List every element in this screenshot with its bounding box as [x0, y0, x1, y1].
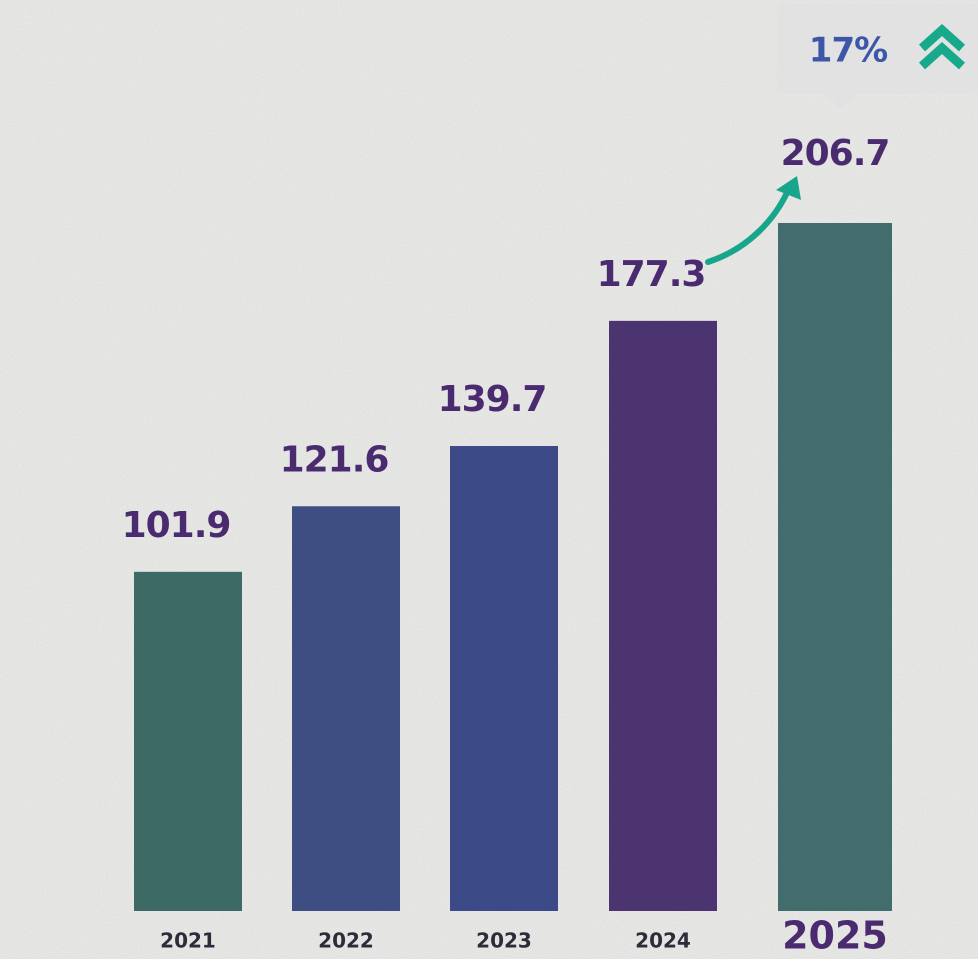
bar — [292, 506, 400, 911]
value-label: 139.7 — [438, 379, 547, 420]
x-tick-label: 2024 — [635, 929, 691, 953]
value-label: 121.6 — [280, 439, 389, 480]
bar — [134, 571, 242, 911]
bar — [450, 446, 558, 911]
up-chevrons — [918, 23, 966, 70]
x-tick-label: 2023 — [476, 929, 532, 953]
x-tick-label: 2021 — [160, 929, 216, 953]
bar — [778, 223, 892, 911]
value-label: 206.7 — [781, 133, 890, 174]
growth-arrowhead — [776, 176, 801, 200]
growth-arrow — [705, 183, 793, 265]
x-tick-label: 2022 — [318, 929, 374, 953]
growth-callout: 17% — [777, 4, 978, 110]
x-tick-label: 2025 — [782, 914, 888, 958]
growth-annotation: 17% — [809, 31, 887, 71]
bar — [609, 320, 717, 911]
callout-pointer — [826, 94, 856, 110]
value-label: 177.3 — [597, 254, 706, 295]
value-label: 101.9 — [122, 505, 231, 546]
